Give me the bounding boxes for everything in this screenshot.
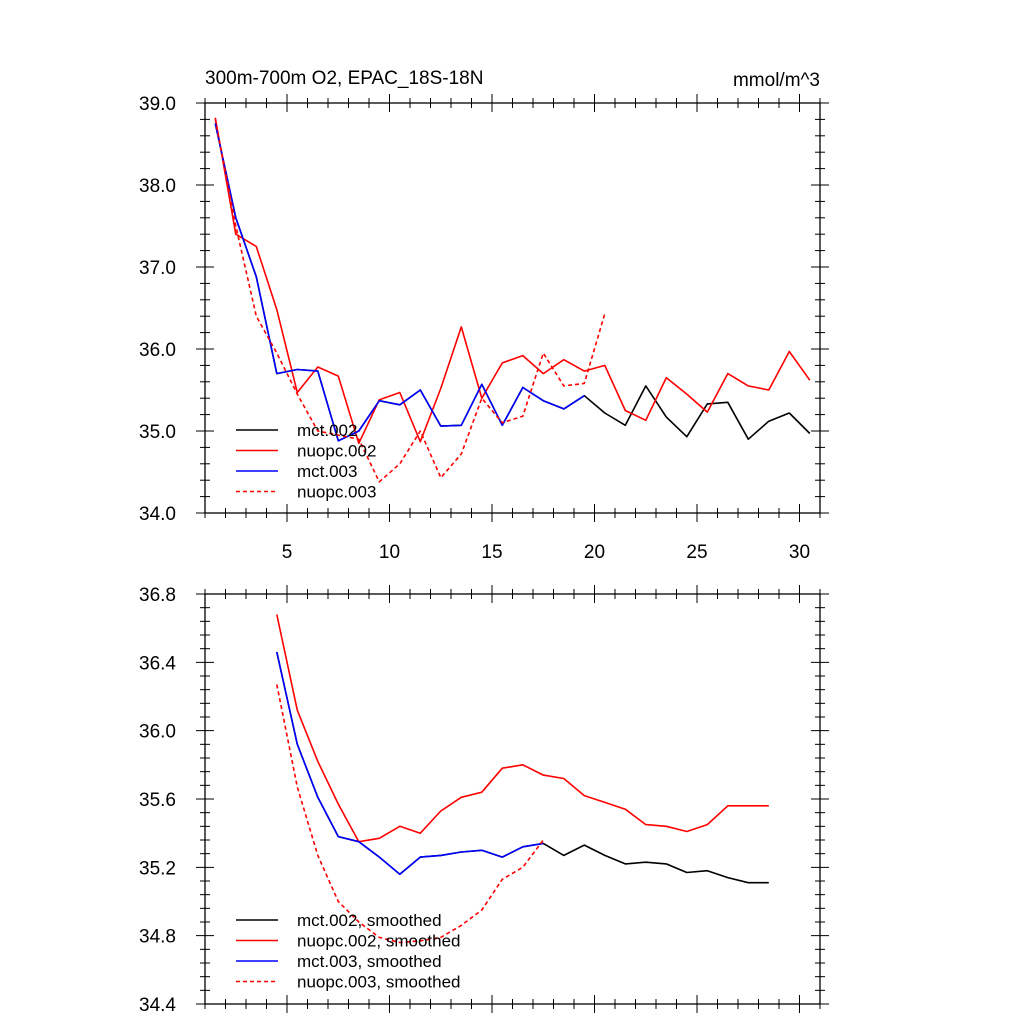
series-line-1 — [276, 651, 769, 884]
legend-label: nuopc.002, smoothed — [297, 932, 461, 951]
series-line-2 — [214, 117, 811, 445]
legend-label: nuopc.002 — [297, 442, 376, 461]
y-tick-label: 34.8 — [139, 927, 176, 948]
y-tick-label: 36.0 — [139, 340, 176, 361]
legend-label: mct.002, smoothed — [297, 911, 442, 930]
series-line-4 — [214, 119, 606, 483]
y-tick-label: 36.0 — [139, 722, 176, 743]
series-lines — [214, 117, 811, 483]
y-tick-label: 37.0 — [139, 258, 176, 279]
y-tick-label: 39.0 — [139, 94, 176, 115]
y-tick-label: 38.0 — [139, 176, 176, 197]
series-line-2 — [276, 614, 769, 843]
legend-label: nuopc.003 — [297, 483, 376, 502]
y-tick-label: 35.6 — [139, 790, 176, 811]
tick-marks — [196, 585, 829, 1013]
chart-title: 300m-700m O2, EPAC_18S-18N — [205, 68, 483, 89]
legend-label: nuopc.003, smoothed — [297, 973, 461, 992]
top-panel: 300m-700m O2, EPAC_18S-18N mmol/m^3 34.0… — [139, 68, 829, 563]
x-tick-labels: 5 10 15 20 25 30 — [282, 542, 810, 563]
y-tick-label: 36.4 — [139, 653, 176, 674]
series-lines — [276, 614, 769, 944]
x-tick-label: 15 — [481, 542, 502, 563]
bottom-panel: 34.4 34.8 35.2 35.6 36.0 36.4 36.8 mct.002, sm… — [139, 585, 829, 1016]
y-tick-label: 34.0 — [139, 504, 176, 525]
y-tick-label: 34.4 — [139, 995, 176, 1016]
y-tick-labels: 34.4 34.8 35.2 35.6 36.0 36.4 36.8 — [139, 585, 176, 1016]
y-tick-label: 35.2 — [139, 858, 176, 879]
series-line-1 — [214, 123, 811, 442]
series-line-3 — [276, 651, 544, 876]
legend-label: mct.003 — [297, 462, 357, 481]
x-tick-label: 20 — [584, 542, 605, 563]
x-tick-label: 30 — [789, 542, 810, 563]
legend-label: mct.003, smoothed — [297, 952, 442, 971]
series-line-3 — [214, 123, 585, 442]
y-tick-labels: 34.0 35.0 36.0 37.0 38.0 39.0 — [139, 94, 176, 525]
units-label: mmol/m^3 — [733, 70, 820, 91]
tick-marks — [196, 94, 829, 522]
y-tick-label: 35.0 — [139, 422, 176, 443]
x-tick-label: 10 — [379, 542, 400, 563]
legend: mct.002, smoothed nuopc.002, smoothedmct.… — [236, 911, 461, 992]
x-tick-label: 5 — [282, 542, 293, 563]
x-tick-label: 25 — [686, 542, 707, 563]
legend-label: mct.002 — [297, 421, 357, 440]
y-tick-label: 36.8 — [139, 585, 176, 606]
series-line-4 — [276, 684, 544, 944]
